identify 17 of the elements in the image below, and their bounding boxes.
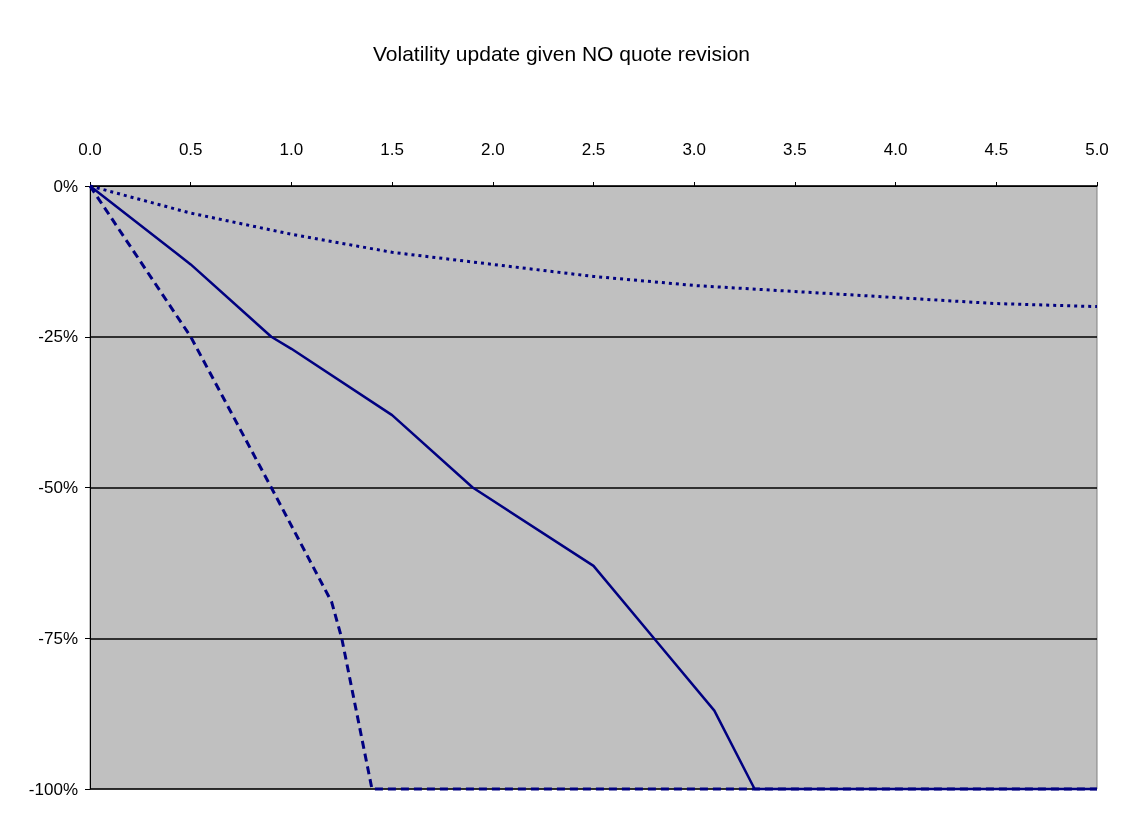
y-tick-label: -50% bbox=[38, 478, 78, 497]
x-tick-label: 5.0 bbox=[1085, 140, 1109, 159]
x-tick-label: 1.5 bbox=[380, 140, 404, 159]
x-tick-label: 2.0 bbox=[480, 140, 505, 159]
x-tick-label: 4.0 bbox=[883, 140, 908, 159]
x-tick-label: 4.5 bbox=[984, 140, 1009, 159]
x-tick-label: 0.5 bbox=[178, 140, 203, 159]
y-tick-label: -75% bbox=[38, 628, 78, 648]
y-tick-label: 0% bbox=[53, 176, 78, 196]
x-tick-label: 0.0 bbox=[78, 140, 102, 159]
x-tick-label: 3.0 bbox=[682, 140, 707, 159]
y-tick-label: -25% bbox=[38, 327, 78, 347]
x-tick-label: 3.5 bbox=[783, 140, 807, 159]
y-tick-label: -100% bbox=[28, 779, 78, 799]
x-tick-label: 2.5 bbox=[581, 140, 606, 159]
chart-title: Volatility update given NO quote revision bbox=[372, 42, 751, 65]
x-tick-label: 1.0 bbox=[279, 140, 304, 159]
